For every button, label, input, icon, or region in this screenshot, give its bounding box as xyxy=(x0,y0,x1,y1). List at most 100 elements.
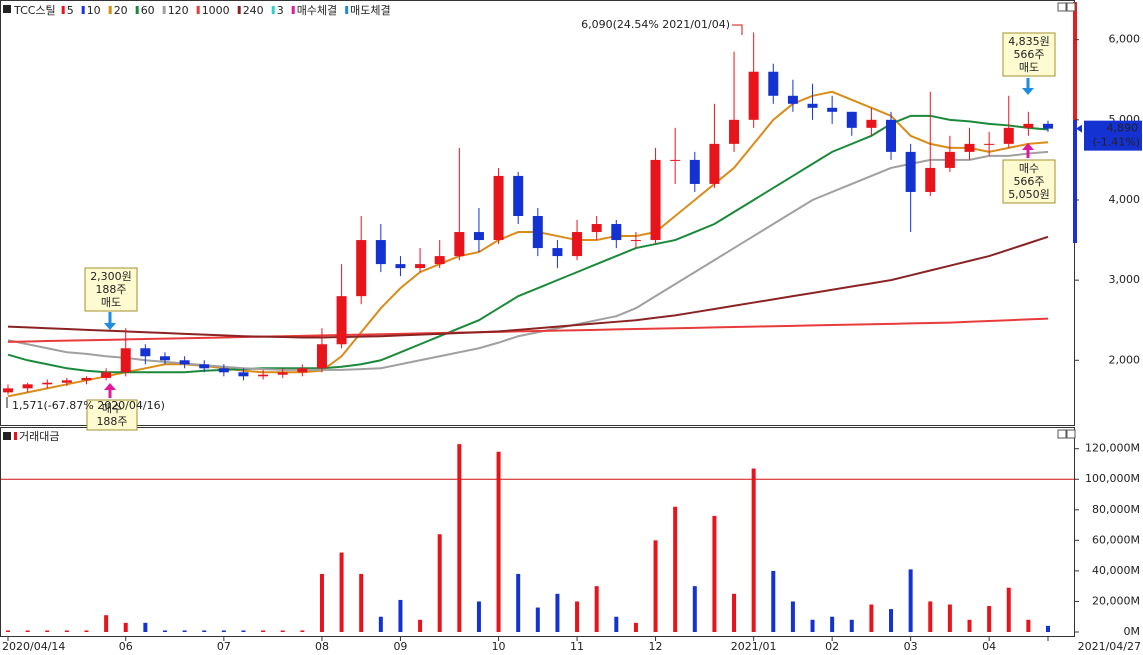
candle-body xyxy=(905,151,916,192)
volume-bar xyxy=(987,606,992,632)
volume-bar xyxy=(516,573,521,632)
candle-body xyxy=(670,159,681,161)
volume-bar xyxy=(712,515,717,632)
candle-body xyxy=(81,377,92,381)
legend-swatch xyxy=(291,6,295,14)
signal-arrow-head xyxy=(104,323,116,330)
volume-bar xyxy=(928,601,933,632)
panel-button[interactable] xyxy=(1057,2,1067,12)
candle-body xyxy=(120,348,131,373)
candle-body xyxy=(258,374,269,377)
candle-body xyxy=(434,256,445,265)
candle-body xyxy=(375,240,386,265)
candle-body xyxy=(886,119,897,152)
candle-body xyxy=(572,232,583,257)
volume-bar xyxy=(692,586,697,632)
volume-bar xyxy=(575,601,580,632)
legend-swatch xyxy=(61,6,65,14)
legend-label: 120 xyxy=(168,4,189,17)
annotation-text: 566주 xyxy=(1013,175,1044,188)
annotation-box xyxy=(1002,32,1056,77)
legend-label: 1000 xyxy=(202,4,230,17)
volume-bar xyxy=(162,630,167,632)
y-tick-label: 4,000 xyxy=(1109,193,1141,206)
y-tick-label: 60,000M xyxy=(1092,533,1140,546)
candle-body xyxy=(238,372,249,377)
annotation-pointer xyxy=(732,24,743,35)
ma-line xyxy=(7,114,1049,374)
annotation-box xyxy=(86,399,138,431)
candle-body xyxy=(552,248,563,257)
volume-bar xyxy=(25,630,30,632)
volume-bar xyxy=(732,593,737,632)
legend-swatch xyxy=(81,6,85,14)
volume-bar xyxy=(535,607,540,632)
candle-body xyxy=(316,344,327,369)
y-tick-label: 3,000 xyxy=(1109,273,1141,286)
volume-bar xyxy=(908,569,913,632)
candle-body xyxy=(1043,123,1053,129)
panel-close[interactable] xyxy=(1066,429,1076,439)
y-tick-label: 0M xyxy=(1124,625,1141,638)
volume-bar xyxy=(398,599,403,632)
volume-bar xyxy=(104,615,109,632)
volume-bar xyxy=(889,609,894,632)
last-price-change: (-1.41%) xyxy=(1093,136,1141,149)
candle-body xyxy=(61,380,72,383)
candle-body xyxy=(787,95,798,104)
volume-bar xyxy=(790,601,795,632)
candle-body xyxy=(159,356,170,361)
legend-swatch xyxy=(196,6,200,14)
volume-bar xyxy=(594,586,599,632)
legend-label: 매수체결 xyxy=(297,4,337,17)
candle-body xyxy=(140,348,151,357)
volume-bar xyxy=(653,540,658,632)
x-tick-label: 12 xyxy=(649,640,663,653)
panel-close[interactable] xyxy=(1066,2,1076,12)
range-bar-up xyxy=(1073,2,1077,120)
legend-label: 매도체결 xyxy=(350,4,390,17)
volume-bar xyxy=(123,622,128,632)
legend-label: 240 xyxy=(243,4,264,17)
x-tick-label: 07 xyxy=(217,640,231,653)
volume-bar xyxy=(633,622,638,632)
volume-bar xyxy=(261,630,266,632)
panel-icon xyxy=(3,432,11,440)
candle-body xyxy=(493,175,504,241)
candle-body xyxy=(3,388,13,393)
candle-body xyxy=(42,382,53,385)
x-tick-label: 02 xyxy=(825,640,839,653)
volume-bar xyxy=(221,630,226,632)
candle-body xyxy=(395,264,406,269)
annotation-text: 매수 xyxy=(1019,162,1039,175)
volume-bar xyxy=(418,619,423,632)
x-tick-label: 09 xyxy=(393,640,407,653)
annotation-text: 188주 xyxy=(95,283,126,296)
x-tick-label: 2021/04/27 xyxy=(1078,640,1141,653)
legend-swatch xyxy=(237,6,241,14)
volume-bar xyxy=(771,570,776,632)
x-tick-label: 03 xyxy=(904,640,918,653)
volume-bar xyxy=(182,630,187,632)
volume-bar xyxy=(45,630,50,632)
volume-bar xyxy=(614,616,619,632)
legend-label: 10 xyxy=(87,4,101,17)
candle-body xyxy=(650,159,661,241)
panel-button[interactable] xyxy=(1057,429,1067,439)
volume-bar xyxy=(810,619,815,632)
volume-bar xyxy=(143,622,148,632)
volume-bar xyxy=(6,630,10,632)
volume-bar xyxy=(849,619,854,632)
annotation-text: 매도 xyxy=(1019,61,1039,74)
volume-bar xyxy=(300,630,305,632)
volume-bar xyxy=(202,630,207,632)
candle-body xyxy=(748,71,759,120)
annotation-box xyxy=(1002,159,1056,204)
volume-bar xyxy=(437,534,442,632)
candle-body xyxy=(729,119,740,144)
y-tick-label: 100,000M xyxy=(1085,472,1140,485)
legend-label: 5 xyxy=(67,4,74,17)
candle-body xyxy=(630,240,641,242)
volume-bar xyxy=(339,552,344,632)
